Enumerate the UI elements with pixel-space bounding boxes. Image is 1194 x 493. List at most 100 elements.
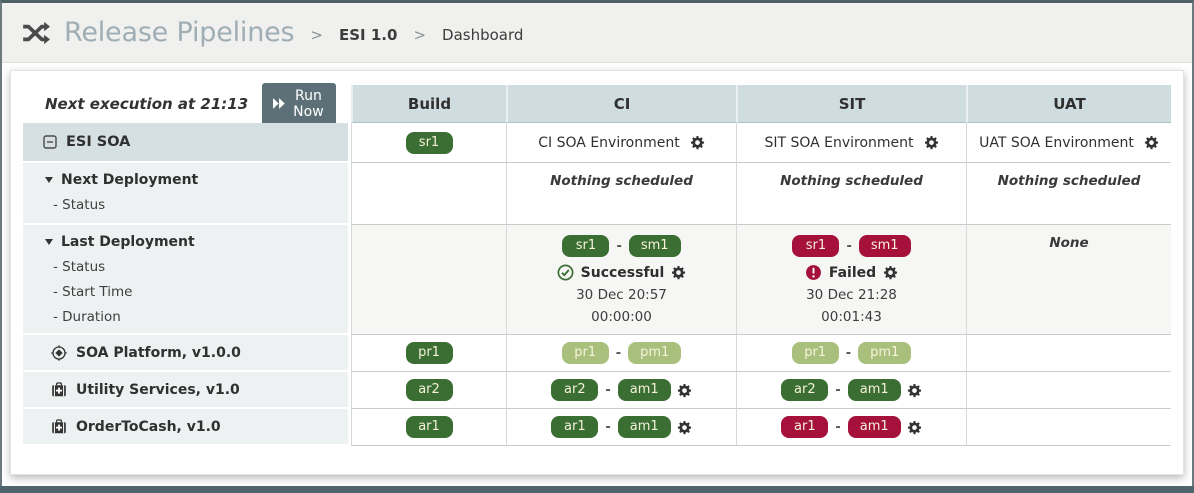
collapse-icon[interactable] [43, 135, 57, 149]
version-tag[interactable]: am1 [617, 416, 671, 438]
deployment-settings-button[interactable] [907, 383, 922, 398]
cell-sit-environment: SIT SOA Environment [736, 123, 966, 163]
version-tag[interactable]: ar1 [781, 416, 829, 438]
caret-down-icon[interactable] [45, 177, 53, 183]
version-tag[interactable]: sr1 [562, 235, 610, 257]
fast-forward-icon [273, 98, 286, 109]
version-tag[interactable]: ar2 [781, 379, 829, 401]
tag-separator: - [835, 382, 841, 398]
version-tag[interactable]: ar1 [405, 416, 453, 438]
cell-ci-last-deployment: sr1 - sm1 Successful 3 [506, 225, 736, 335]
pipeline-grid: Next execution at 21:13 Run Now [23, 82, 1171, 446]
version-tag[interactable]: ar2 [551, 379, 599, 401]
dashboard-card: Next execution at 21:13 Run Now [10, 70, 1184, 475]
none-text: None [1049, 235, 1089, 251]
field-label: - Status [53, 197, 106, 213]
version-tag[interactable]: sr1 [405, 131, 453, 154]
next-deployment-row-header: Next Deployment - Status [23, 163, 351, 225]
success-check-icon [557, 264, 574, 281]
breadcrumb-pipeline[interactable]: ESI 1.0 [339, 25, 398, 44]
version-tag[interactable]: sm1 [628, 235, 681, 257]
cell-uat-app2 [966, 409, 1171, 446]
start-time: 30 Dec 20:57 [576, 287, 667, 303]
environment-settings-button[interactable] [690, 135, 705, 150]
topbar: Release Pipelines > ESI 1.0 > Dashboard [2, 3, 1192, 63]
nothing-scheduled-text: Nothing scheduled [780, 173, 923, 189]
cell-ci-next-deployment: Nothing scheduled [506, 163, 736, 225]
cell-uat-next-deployment: Nothing scheduled [966, 163, 1171, 225]
group-label: Last Deployment [61, 234, 195, 250]
breadcrumb-separator: > [413, 25, 427, 44]
next-execution-text: Next execution at 21:13 [45, 95, 249, 113]
toolbar: Next execution at 21:13 Run Now [23, 82, 369, 126]
cell-ci-app1: ar2 - am1 [506, 372, 736, 409]
cell-uat-environment: UAT SOA Environment [966, 123, 1171, 163]
tag-separator: - [845, 345, 852, 361]
field-label: - Start Time [53, 284, 133, 300]
version-tag[interactable]: sr1 [792, 235, 840, 257]
version-tag[interactable]: ar1 [551, 416, 599, 438]
environment-name: UAT SOA Environment [979, 134, 1134, 151]
group-label: Next Deployment [61, 172, 199, 188]
cell-uat-last-deployment: None [966, 225, 1171, 335]
application-row-header: OrderToCash, v1.0 [23, 409, 351, 446]
environment-name: SIT SOA Environment [764, 134, 914, 151]
run-now-button[interactable]: Run Now [262, 82, 336, 126]
version-tag[interactable]: pr1 [405, 342, 453, 364]
start-time: 30 Dec 21:28 [806, 287, 897, 303]
pipeline-name: ESI SOA [66, 134, 131, 150]
window-bottom-edge [0, 486, 1194, 493]
version-tag[interactable]: pm1 [858, 342, 912, 364]
nothing-scheduled-text: Nothing scheduled [997, 173, 1141, 189]
application-name: Utility Services, v1.0 [76, 381, 240, 398]
version-tag[interactable]: pm1 [628, 342, 682, 364]
tag-separator: - [835, 419, 841, 435]
version-tag[interactable]: am1 [617, 379, 671, 401]
cell-build-app1: ar2 [351, 372, 506, 409]
cell-sit-app2: ar1 - am1 [736, 409, 966, 446]
package-target-icon [51, 344, 67, 361]
version-tag[interactable]: pr1 [791, 342, 839, 364]
medkit-package-icon [51, 381, 67, 398]
page-title: Release Pipelines [64, 17, 295, 48]
run-now-label: Run Now [293, 87, 324, 120]
environment-name: CI SOA Environment [538, 134, 680, 151]
cell-build-app0: pr1 [351, 335, 506, 372]
tag-separator: - [846, 238, 852, 254]
field-label: - Duration [53, 309, 121, 325]
application-name: SOA Platform, v1.0.0 [76, 344, 241, 361]
field-label: - Status [53, 259, 106, 275]
cell-sit-next-deployment: Nothing scheduled [736, 163, 966, 225]
cell-build-next-deployment [351, 163, 506, 225]
deployment-status: Failed [828, 264, 877, 281]
breadcrumb-separator: > [310, 25, 323, 44]
medkit-package-icon [51, 418, 67, 435]
cell-ci-app0: pr1 - pm1 [506, 335, 736, 372]
cell-ci-app2: ar1 - am1 [506, 409, 736, 446]
deployment-settings-button[interactable] [677, 383, 692, 398]
tag-separator: - [605, 419, 611, 435]
version-tag[interactable]: sm1 [858, 235, 911, 257]
caret-down-icon[interactable] [45, 239, 53, 245]
environment-settings-button[interactable] [924, 135, 939, 150]
application-row-header: SOA Platform, v1.0.0 [23, 335, 351, 372]
version-tag[interactable]: ar2 [405, 379, 453, 401]
tag-separator: - [605, 382, 611, 398]
environment-settings-button[interactable] [1144, 135, 1159, 150]
deployment-settings-button[interactable] [907, 420, 922, 435]
breadcrumb-page[interactable]: Dashboard [442, 25, 524, 44]
deployment-settings-button[interactable] [671, 265, 686, 280]
version-tag[interactable]: am1 [847, 379, 901, 401]
failed-exclamation-icon [805, 264, 822, 281]
deployment-settings-button[interactable] [883, 265, 898, 280]
deployment-settings-button[interactable] [677, 420, 692, 435]
column-header-sit: SIT [736, 85, 966, 123]
version-tag[interactable]: am1 [847, 416, 901, 438]
duration: 00:00:00 [591, 309, 652, 325]
last-deployment-row-header: Last Deployment - Status - Start Time - … [23, 225, 351, 335]
cell-build-app2: ar1 [351, 409, 506, 446]
nothing-scheduled-text: Nothing scheduled [550, 173, 693, 189]
cell-build-pipeline: sr1 [351, 123, 506, 163]
version-tag[interactable]: pr1 [561, 342, 609, 364]
